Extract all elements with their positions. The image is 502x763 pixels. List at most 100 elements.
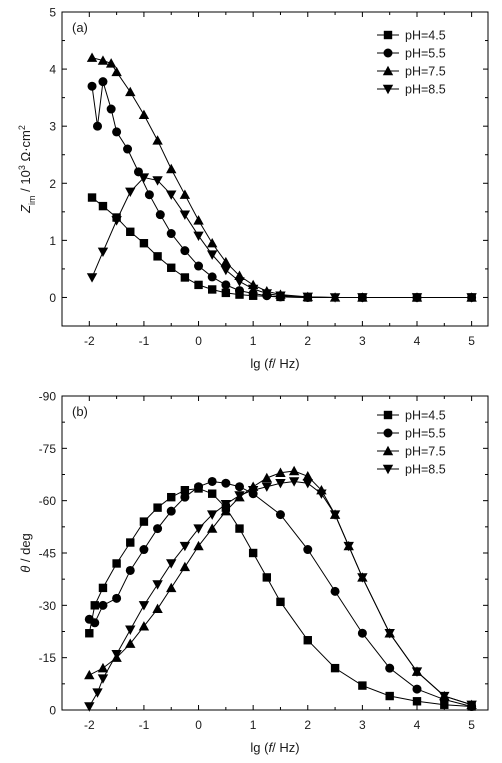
data-point bbox=[206, 250, 218, 260]
data-point bbox=[220, 505, 232, 516]
data-point bbox=[111, 216, 122, 226]
data-point bbox=[261, 289, 273, 299]
data-point bbox=[275, 479, 286, 489]
data-point bbox=[87, 193, 97, 202]
data-point bbox=[412, 697, 422, 706]
y-tick-label: -15 bbox=[39, 651, 57, 665]
data-point bbox=[167, 492, 176, 502]
data-point bbox=[98, 201, 108, 211]
x-tick-label: 0 bbox=[195, 334, 202, 348]
data-point bbox=[220, 256, 232, 267]
data-point bbox=[466, 700, 477, 710]
data-point bbox=[384, 629, 395, 639]
data-point bbox=[194, 261, 204, 271]
data-point bbox=[155, 210, 165, 220]
data-point bbox=[248, 548, 258, 558]
panel-tag: (b) bbox=[72, 404, 88, 419]
data-point bbox=[234, 277, 245, 287]
data-point bbox=[193, 215, 204, 225]
x-tick-label: 2 bbox=[304, 334, 311, 348]
y-tick-label: -60 bbox=[39, 494, 57, 508]
legend-entry: pH=7.5 bbox=[377, 445, 446, 459]
data-point bbox=[97, 662, 109, 673]
y-tick-label: -90 bbox=[39, 390, 57, 404]
x-axis-title: lg (f/ Hz) bbox=[250, 740, 299, 755]
data-point bbox=[179, 210, 191, 220]
data-point bbox=[221, 288, 231, 298]
series-line bbox=[91, 197, 472, 298]
y-tick-label: 5 bbox=[49, 6, 56, 20]
data-point bbox=[153, 252, 162, 261]
data-point bbox=[166, 582, 177, 593]
legend-marker bbox=[383, 30, 393, 40]
y-tick-label: -45 bbox=[39, 547, 57, 561]
data-point bbox=[152, 176, 163, 186]
data-point bbox=[193, 540, 204, 551]
data-point bbox=[112, 127, 122, 137]
x-tick-label: 5 bbox=[468, 334, 475, 348]
data-point bbox=[106, 104, 116, 114]
legend-marker bbox=[383, 410, 393, 420]
legend-entry: pH=5.5 bbox=[377, 47, 446, 61]
data-point bbox=[126, 538, 135, 547]
data-point bbox=[179, 189, 191, 199]
series-line bbox=[89, 480, 472, 707]
data-point bbox=[343, 541, 354, 552]
x-tick-label: 2 bbox=[304, 718, 311, 732]
x-tick-label: 3 bbox=[359, 718, 366, 732]
data-point bbox=[138, 109, 150, 119]
data-point bbox=[125, 187, 136, 198]
x-tick-label: -2 bbox=[84, 334, 95, 348]
data-point bbox=[98, 583, 108, 593]
series-pH=5.5 bbox=[87, 77, 477, 302]
legend-label: pH=4.5 bbox=[405, 29, 446, 43]
data-point bbox=[207, 476, 217, 486]
y-tick-label: 2 bbox=[49, 177, 56, 191]
data-point bbox=[166, 559, 177, 569]
data-point bbox=[235, 524, 244, 533]
series-pH=8.5 bbox=[84, 477, 477, 712]
data-point bbox=[466, 293, 477, 303]
data-point bbox=[220, 499, 232, 510]
data-point bbox=[357, 628, 367, 638]
data-point bbox=[288, 477, 300, 487]
data-point bbox=[261, 482, 273, 492]
data-point bbox=[112, 593, 122, 603]
data-point bbox=[275, 467, 286, 477]
data-point bbox=[125, 638, 136, 648]
data-point bbox=[439, 691, 450, 702]
legend-entry: pH=7.5 bbox=[377, 65, 446, 79]
data-point bbox=[139, 545, 149, 555]
data-point bbox=[126, 227, 135, 236]
data-point bbox=[275, 510, 285, 520]
y-tick-label: 1 bbox=[49, 234, 56, 248]
panel-a: -2 -1 0 1 2 3 4 5 0 1 2 3 4 5 (a) lg (f/ Hz) Zim / 103 Ω… bbox=[17, 6, 489, 371]
x-tick-label: 4 bbox=[414, 718, 421, 732]
data-point bbox=[302, 471, 313, 481]
data-point bbox=[275, 291, 286, 301]
data-point bbox=[303, 545, 313, 555]
data-point bbox=[180, 273, 190, 282]
data-point bbox=[303, 636, 312, 645]
data-point bbox=[138, 621, 150, 631]
data-point bbox=[125, 565, 135, 575]
data-point bbox=[193, 231, 204, 241]
data-point bbox=[166, 229, 176, 239]
x-tick-label: 0 bbox=[195, 718, 202, 732]
plot-frame bbox=[61, 11, 489, 327]
panel-tag: (a) bbox=[72, 20, 88, 35]
data-point bbox=[262, 573, 272, 582]
data-point bbox=[440, 700, 449, 709]
data-point bbox=[329, 510, 341, 520]
y-tick-label: 3 bbox=[49, 120, 56, 134]
data-point bbox=[234, 491, 245, 501]
data-point bbox=[288, 465, 300, 476]
data-point bbox=[411, 667, 423, 677]
data-point bbox=[412, 684, 422, 694]
data-point bbox=[179, 541, 191, 552]
data-point bbox=[261, 472, 273, 483]
data-point bbox=[90, 601, 99, 610]
series-pH=4.5 bbox=[87, 193, 476, 302]
data-point bbox=[180, 486, 190, 495]
data-point bbox=[411, 293, 423, 303]
